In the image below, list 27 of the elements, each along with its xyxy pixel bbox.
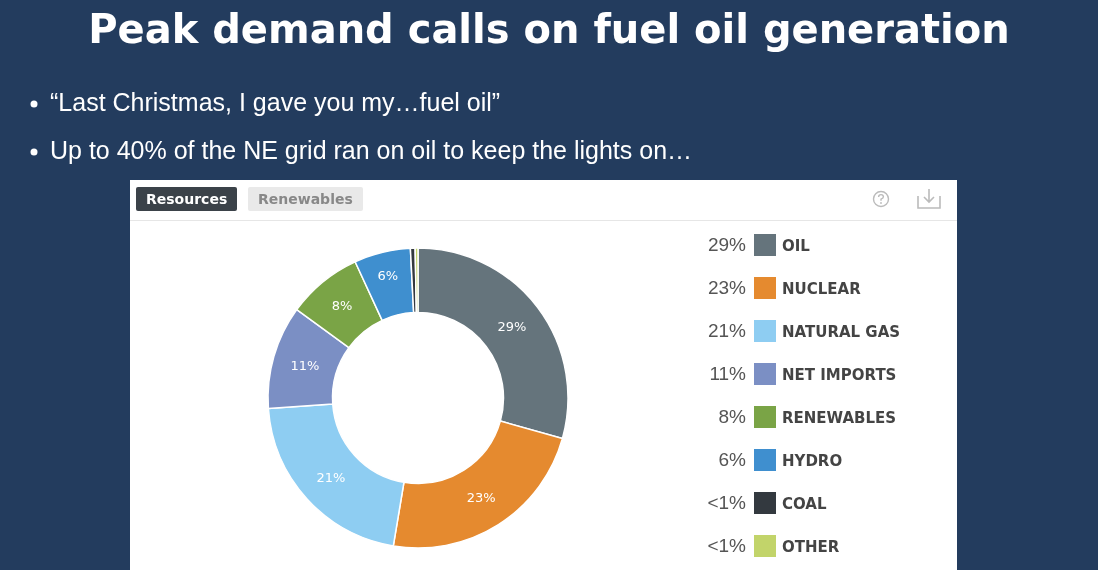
data-label: 21%	[316, 469, 346, 485]
text: 21%	[707, 320, 746, 341]
text: 29%	[707, 234, 746, 255]
text: 23%	[707, 277, 746, 298]
data-label: 29%	[497, 319, 527, 335]
legend-label: NATURAL GAS	[782, 323, 901, 341]
legend-label: OIL	[782, 237, 810, 255]
data-label: 6%	[377, 268, 399, 284]
legend-label: OTHER	[782, 538, 840, 556]
text: Resources	[136, 187, 238, 211]
legend-label: NET IMPORTS	[782, 366, 897, 384]
legend-label: NUCLEAR	[782, 280, 861, 298]
text: 6%	[718, 449, 746, 470]
legend-label: HYDRO	[782, 452, 843, 470]
legend-label: RENEWABLES	[782, 409, 897, 427]
data-label: <1%	[706, 491, 746, 515]
data-label: 8%	[331, 297, 353, 313]
text: Renewables	[248, 187, 363, 211]
text: Up to 40% of the NE grid ran on oil to keep the lights on…	[49, 136, 693, 165]
text: 11%	[709, 363, 746, 384]
data-label: 23%	[466, 489, 496, 505]
data-label: 11%	[290, 357, 320, 373]
text: “Last Christmas, I gave you my…fuel oil”	[49, 88, 501, 117]
legend-label: COAL	[782, 495, 827, 513]
data-label: <1%	[706, 534, 746, 558]
text: 8%	[718, 406, 746, 427]
chart-title: Peak demand calls on fuel oil generation	[87, 6, 1011, 52]
